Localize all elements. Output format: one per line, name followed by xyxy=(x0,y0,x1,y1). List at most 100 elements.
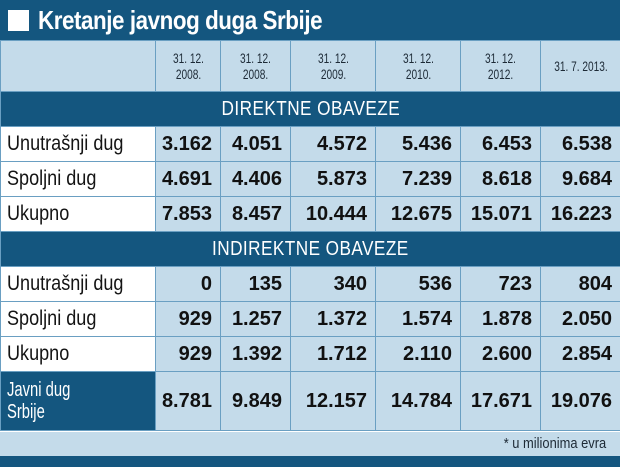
value-cell: 1.712 xyxy=(290,336,376,372)
row-label: Ukupno xyxy=(7,342,70,365)
column-header: 31. 12. 2010. xyxy=(375,40,461,92)
value-cell: 8.618 xyxy=(460,161,541,197)
total-value-cell: 17.671 xyxy=(460,371,541,431)
value-cell: 7.853 xyxy=(155,196,221,232)
total-value-cell: 9.849 xyxy=(220,371,291,431)
value-cell: 6.453 xyxy=(460,126,541,162)
column-header-label: 31. 7. 2013. xyxy=(549,58,612,74)
table-row: Ukupno 929 1.392 1.712 2.110 2.600 2.854 xyxy=(0,336,620,372)
column-header-line: 2008. xyxy=(175,66,201,82)
column-header-label: 31. 12. 2010. xyxy=(400,50,436,82)
table-row: Spoljni dug 4.691 4.406 5.873 7.239 8.618 9.68… xyxy=(0,161,620,197)
title-bar: Kretanje javnog duga Srbije xyxy=(0,0,620,40)
value-cell: 723 xyxy=(460,266,541,302)
total-value-cell: 8.781 xyxy=(155,371,221,431)
value-cell: 1.257 xyxy=(220,301,291,337)
total-label: Javni dug Srbije xyxy=(7,379,81,423)
total-value-cell: 12.157 xyxy=(290,371,376,431)
total-label-cell: Javni dug Srbije xyxy=(0,371,156,431)
total-row: Javni dug Srbije 8.781 9.849 12.157 14.784 17.… xyxy=(0,371,620,431)
total-value-cell: 19.076 xyxy=(540,371,620,431)
column-header-line: 2008. xyxy=(242,66,269,82)
table-row: Spoljni dug 929 1.257 1.372 1.574 1.878 2.050 xyxy=(0,301,620,337)
value-cell: 340 xyxy=(290,266,376,302)
value-cell: 2.854 xyxy=(540,336,620,372)
section-title-cell: DIREKTNE OBAVEZE xyxy=(0,91,620,127)
value-cell: 9.684 xyxy=(540,161,620,197)
column-header-line: 31. 12. xyxy=(317,50,349,66)
row-label-cell: Spoljni dug xyxy=(0,301,156,337)
total-label-line: Javni dug xyxy=(7,379,71,401)
column-header-line: 31. 7. 2013. xyxy=(553,58,608,74)
value-cell: 929 xyxy=(155,336,221,372)
value-cell: 536 xyxy=(375,266,461,302)
section-title: DIREKTNE OBAVEZE xyxy=(221,97,400,120)
column-header-line: 2012. xyxy=(487,66,514,82)
table-row: Unutrašnji dug 3.162 4.051 4.572 5.436 6.453 6… xyxy=(0,126,620,162)
column-header-line: 2009. xyxy=(320,66,346,82)
column-header-line: 31. 12. xyxy=(485,50,516,66)
column-header-label: 31. 12. 2008. xyxy=(170,50,206,82)
value-cell: 5.436 xyxy=(375,126,461,162)
column-header-line: 31. 12. xyxy=(402,50,434,66)
value-cell: 16.223 xyxy=(540,196,620,232)
column-header: 31. 12. 2009. xyxy=(290,40,376,92)
chart-title: Kretanje javnog duga Srbije xyxy=(38,4,323,35)
row-label: Spoljni dug xyxy=(7,307,97,330)
value-cell: 2.110 xyxy=(375,336,461,372)
value-cell: 4.051 xyxy=(220,126,291,162)
value-cell: 7.239 xyxy=(375,161,461,197)
row-label-cell: Ukupno xyxy=(0,336,156,372)
column-header: 31. 12. 2008. xyxy=(155,40,221,92)
value-cell: 5.873 xyxy=(290,161,376,197)
value-cell: 1.392 xyxy=(220,336,291,372)
column-header-label: 31. 12. 2012. xyxy=(482,50,518,82)
table-row: Unutrašnji dug 0 135 340 536 723 804 xyxy=(0,266,620,302)
row-label-cell: Unutrašnji dug xyxy=(0,266,156,302)
value-cell: 4.691 xyxy=(155,161,221,197)
column-header-label: 31. 12. 2008. xyxy=(237,50,273,82)
column-header-line: 31. 12. xyxy=(240,50,271,66)
value-cell: 1.372 xyxy=(290,301,376,337)
value-cell: 12.675 xyxy=(375,196,461,232)
value-cell: 3.162 xyxy=(155,126,221,162)
value-cell: 2.600 xyxy=(460,336,541,372)
column-header-line: 31. 12. xyxy=(172,50,204,66)
value-cell: 1.878 xyxy=(460,301,541,337)
footnote: * u milionima evra xyxy=(0,432,620,456)
row-label: Unutrašnji dug xyxy=(7,272,124,295)
row-label-cell: Ukupno xyxy=(0,196,156,232)
row-label-cell: Unutrašnji dug xyxy=(0,126,156,162)
bottom-bar xyxy=(0,456,620,467)
value-cell: 8.457 xyxy=(220,196,291,232)
value-cell: 135 xyxy=(220,266,291,302)
row-label: Spoljni dug xyxy=(7,167,97,190)
value-cell: 10.444 xyxy=(290,196,376,232)
value-cell: 6.538 xyxy=(540,126,620,162)
section-title-cell: INDIREKTNE OBAVEZE xyxy=(0,231,620,267)
value-cell: 2.050 xyxy=(540,301,620,337)
header-corner-cell xyxy=(0,40,156,92)
section-title: INDIREKTNE OBAVEZE xyxy=(212,237,409,260)
column-header: 31. 7. 2013. xyxy=(540,40,620,92)
section-header-row: INDIREKTNE OBAVEZE xyxy=(0,231,620,267)
footnote-text: * u milionima evra xyxy=(503,435,606,452)
value-cell: 804 xyxy=(540,266,620,302)
column-header-label: 31. 12. 2009. xyxy=(315,50,351,82)
row-label: Unutrašnji dug xyxy=(7,132,124,155)
value-cell: 4.572 xyxy=(290,126,376,162)
row-label-cell: Spoljni dug xyxy=(0,161,156,197)
section-header-row: DIREKTNE OBAVEZE xyxy=(0,91,620,127)
table-row: Ukupno 7.853 8.457 10.444 12.675 15.071 16.223 xyxy=(0,196,620,232)
value-cell: 929 xyxy=(155,301,221,337)
value-cell: 15.071 xyxy=(460,196,541,232)
header-row: 31. 12. 2008. 31. 12. 2008. 31. 12. 2009. 31. … xyxy=(0,40,620,92)
column-header-line: 2010. xyxy=(405,66,431,82)
row-label: Ukupno xyxy=(7,202,70,225)
total-value-cell: 14.784 xyxy=(375,371,461,431)
debt-table: 31. 12. 2008. 31. 12. 2008. 31. 12. 2009. 31. … xyxy=(0,40,620,431)
column-header: 31. 12. 2008. xyxy=(220,40,291,92)
value-cell: 4.406 xyxy=(220,161,291,197)
column-header: 31. 12. 2012. xyxy=(460,40,541,92)
